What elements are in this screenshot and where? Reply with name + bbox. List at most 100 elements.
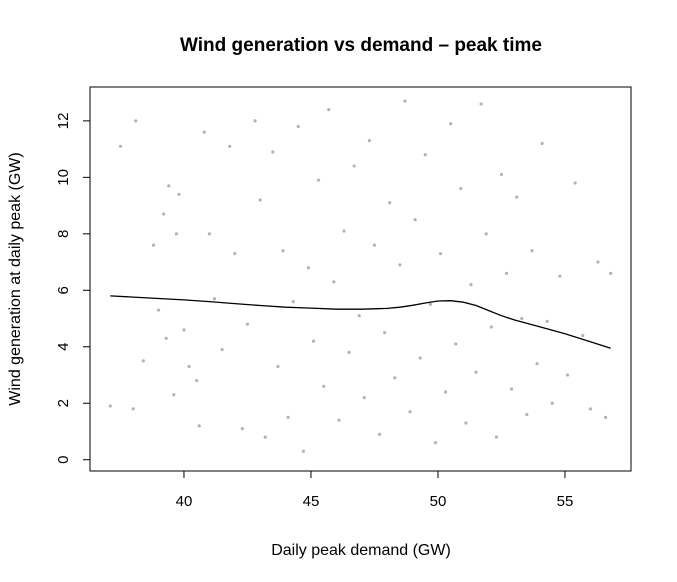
data-point <box>459 187 463 191</box>
data-point <box>263 435 267 439</box>
data-point <box>398 263 402 267</box>
data-point <box>494 435 498 439</box>
data-point <box>258 198 262 202</box>
data-point <box>545 319 549 323</box>
data-point <box>131 407 135 411</box>
data-point <box>558 274 562 278</box>
data-point <box>525 412 529 417</box>
data-point <box>388 201 392 205</box>
data-point <box>174 232 178 236</box>
data-point <box>609 271 613 275</box>
data-point <box>403 99 407 103</box>
data-point <box>596 260 600 264</box>
data-point <box>489 325 493 329</box>
data-point <box>408 410 412 414</box>
data-point <box>156 308 161 312</box>
x-axis-label: Daily peak demand (GW) <box>271 542 451 559</box>
x-tick-label: 40 <box>176 493 193 510</box>
data-point <box>383 331 387 335</box>
data-point <box>352 164 356 168</box>
data-point <box>281 249 285 253</box>
data-point <box>479 102 483 106</box>
data-point <box>167 184 171 188</box>
data-point <box>535 362 539 366</box>
data-point <box>187 364 191 369</box>
data-point <box>141 359 145 363</box>
y-tick-label: 2 <box>55 399 72 407</box>
data-point <box>604 415 608 419</box>
data-point <box>316 178 321 182</box>
data-point <box>253 119 257 123</box>
data-point <box>151 243 156 247</box>
data-point <box>443 390 448 394</box>
data-point <box>337 418 341 422</box>
data-point <box>515 195 519 199</box>
data-point <box>240 427 244 431</box>
data-point <box>484 232 488 236</box>
data-point <box>332 280 336 284</box>
data-point <box>322 384 326 388</box>
y-tick-label: 4 <box>55 343 72 351</box>
data-point <box>433 441 438 445</box>
data-point <box>195 379 199 383</box>
data-point <box>499 172 504 177</box>
data-point <box>423 153 427 157</box>
chart-title: Wind generation vs demand – peak time <box>180 35 542 56</box>
x-tick-label: 45 <box>303 493 320 510</box>
data-point <box>377 432 382 436</box>
data-point <box>464 421 468 425</box>
data-point <box>162 212 166 216</box>
y-tick-label: 12 <box>55 113 72 130</box>
data-point <box>454 342 458 346</box>
y-tick-label: 6 <box>55 286 72 294</box>
data-point <box>449 122 453 126</box>
data-point <box>540 141 544 146</box>
data-point <box>276 364 280 369</box>
data-point <box>573 181 577 185</box>
data-point <box>510 387 514 391</box>
y-tick-label: 10 <box>55 169 72 186</box>
data-point <box>428 302 432 307</box>
y-axis-label: Wind generation at daily peak (GW) <box>7 152 24 405</box>
data-point <box>228 144 232 148</box>
data-point <box>347 350 351 355</box>
smooth-trend-line <box>110 295 611 349</box>
data-point <box>177 192 181 196</box>
data-point <box>233 251 237 256</box>
data-point <box>520 316 524 321</box>
data-point <box>357 314 361 318</box>
y-axis: 0 2 4 6 8 10 12 <box>55 113 90 464</box>
x-tick-label: 50 <box>430 493 447 510</box>
data-point <box>393 376 397 380</box>
data-point <box>118 144 123 148</box>
data-point <box>134 119 138 123</box>
data-point <box>182 328 186 332</box>
data-point <box>197 424 201 428</box>
data-point <box>286 415 290 419</box>
data-point <box>504 271 509 275</box>
data-point <box>372 243 377 247</box>
x-tick-label: 55 <box>557 493 574 510</box>
scatter-points <box>108 99 613 453</box>
data-point <box>164 336 168 340</box>
data-point <box>207 232 211 236</box>
data-point <box>245 322 250 326</box>
data-point <box>202 130 206 134</box>
data-point <box>438 251 443 256</box>
data-point <box>530 249 534 253</box>
data-point <box>342 229 346 233</box>
data-point <box>469 283 473 287</box>
data-point <box>474 370 478 374</box>
data-point <box>581 333 585 338</box>
data-point <box>327 107 331 112</box>
data-point <box>301 449 305 453</box>
x-axis: 40 45 50 55 <box>176 471 574 510</box>
data-point <box>296 124 300 129</box>
data-point <box>413 218 417 222</box>
data-point <box>311 339 316 343</box>
data-point <box>108 404 112 408</box>
data-point <box>367 139 371 143</box>
data-point <box>271 150 275 154</box>
data-point <box>172 393 176 397</box>
plot-frame <box>89 86 632 472</box>
